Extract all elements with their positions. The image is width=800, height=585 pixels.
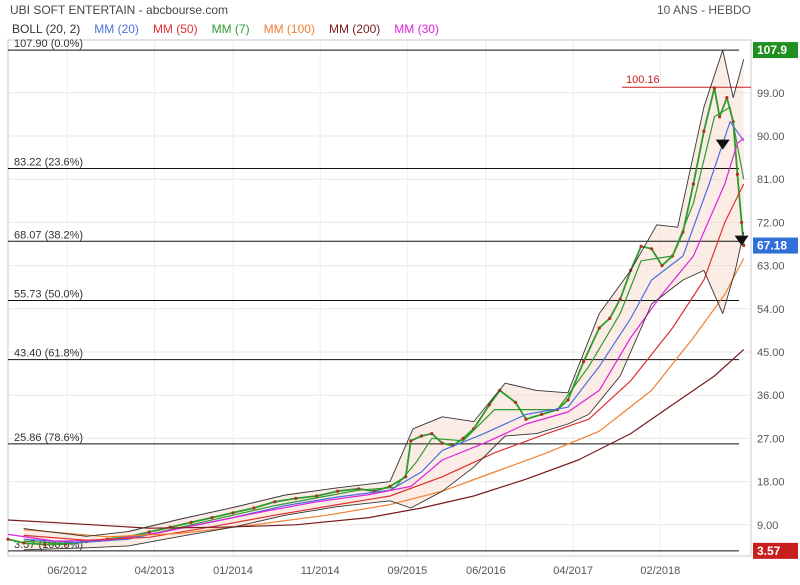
- x-tick-label: 09/2015: [388, 565, 428, 577]
- price-point: [712, 86, 717, 90]
- y-tick-label: 36.00: [757, 390, 785, 402]
- fibonacci-layer: 107.90 (0.0%) 83.22 (23.6%) 68.07 (38.2%) 5…: [8, 38, 751, 552]
- y-tick-label: 18.00: [757, 477, 785, 489]
- fib-label: 83.22 (23.6%): [14, 157, 83, 169]
- chart-title: UBI SOFT ENTERTAIN - abcbourse.com: [10, 3, 228, 17]
- period-label: 10 ANS - HEBDO: [657, 3, 751, 17]
- price-point: [22, 541, 26, 545]
- price-badge: [753, 542, 798, 559]
- grid-layer: [8, 40, 751, 556]
- y-tick-label: 45.00: [757, 347, 785, 359]
- axis-layer: 9.00 18.00 27.00 36.00 45.00 54.00 63.00 72.00 8…: [47, 88, 784, 577]
- price-point: [718, 115, 722, 119]
- price-point: [540, 412, 544, 416]
- y-tick-label: 54.00: [757, 304, 785, 316]
- series-mm-100: [23, 258, 745, 538]
- price-point: [618, 297, 622, 301]
- series-boll-20-2-sup: [23, 49, 745, 537]
- fib-label: 43.40 (61.8%): [14, 348, 83, 360]
- legend-item-mm-20: MM (20): [94, 22, 139, 36]
- series-mm-200: [7, 349, 745, 529]
- price-badge-label: 107.9: [757, 43, 787, 57]
- y-tick-label: 72.00: [757, 217, 785, 229]
- legend: BOLL (20, 2) MM (20) MM (50) MM (7) MM (100)…: [12, 22, 439, 36]
- x-tick-label: 04/2013: [135, 565, 175, 577]
- legend-item-mm-100: MM (100): [264, 22, 315, 36]
- series-layer: [6, 49, 746, 551]
- y-tick-label: 27.00: [757, 433, 785, 445]
- plot-frame: [7, 39, 752, 557]
- price-point: [650, 247, 654, 251]
- series-mm-50: [23, 183, 745, 541]
- y-tick-label: 99.00: [757, 88, 785, 100]
- series-mm-7: [23, 106, 745, 545]
- price-point: [336, 489, 340, 493]
- fib-label: 55.73 (50.0%): [14, 288, 83, 300]
- price-point: [735, 172, 740, 176]
- price-badge: [753, 42, 798, 59]
- price-point: [315, 494, 319, 498]
- x-tick-label: 02/2018: [640, 565, 680, 577]
- price-point: [147, 530, 151, 534]
- price-badge: [753, 237, 798, 254]
- price-point: [273, 500, 277, 504]
- price-point: [597, 326, 601, 330]
- x-tick-label: 06/2016: [466, 565, 506, 577]
- x-tick-label: 11/2014: [301, 565, 340, 577]
- price-point: [691, 182, 696, 186]
- legend-item-mm-7: MM (7): [212, 22, 250, 36]
- price-point: [210, 516, 214, 520]
- price-point: [702, 129, 706, 133]
- legend-item-mm-200: MM (200): [329, 22, 380, 36]
- y-tick-label: 90.00: [757, 131, 785, 143]
- price-point: [419, 434, 423, 438]
- fib-label: 107.90 (0.0%): [14, 38, 83, 50]
- down-arrow: [734, 235, 749, 246]
- legend-item-mm-50: MM (50): [153, 22, 198, 36]
- price-point: [660, 264, 664, 268]
- price-point: [639, 244, 643, 248]
- x-tick-label: 01/2014: [213, 565, 253, 577]
- y-tick-label: 81.00: [757, 174, 785, 186]
- price-point: [582, 360, 586, 364]
- price-badge-label: 3.57: [757, 544, 781, 558]
- down-arrow: [715, 139, 730, 150]
- price-point: [513, 400, 518, 404]
- series-mm-30: [7, 137, 745, 542]
- price-point: [294, 496, 298, 500]
- arrow-layer: [715, 139, 749, 246]
- price-point: [43, 542, 47, 547]
- price-point: [725, 96, 729, 100]
- legend-item-mm-30: MM (30): [394, 22, 439, 36]
- price-point: [742, 243, 746, 248]
- fib-label: 25.86 (78.6%): [14, 432, 83, 444]
- price-point: [231, 511, 235, 515]
- price-point: [189, 520, 193, 525]
- price-point: [252, 506, 256, 510]
- price-point: [440, 441, 444, 445]
- legend-item-boll-20-2: BOLL (20, 2): [12, 22, 80, 36]
- price-point: [524, 417, 528, 421]
- x-tick-label: 04/2017: [553, 565, 593, 577]
- resistance-label: 100.16: [626, 74, 660, 86]
- price-point: [608, 316, 612, 320]
- badge-layer: 107.9 67.18 3.57: [753, 42, 798, 559]
- price-point: [566, 398, 570, 402]
- y-tick-label: 9.00: [757, 520, 778, 532]
- series-boll-20-2-inf: [23, 231, 745, 551]
- x-tick-label: 06/2012: [47, 565, 87, 577]
- price-point: [740, 220, 744, 224]
- price-badge-label: 67.18: [757, 239, 787, 253]
- price-point: [409, 439, 413, 443]
- fib-label: 68.07 (38.2%): [14, 229, 83, 241]
- y-tick-label: 63.00: [757, 261, 785, 273]
- price-point: [430, 432, 434, 436]
- price-point: [6, 537, 10, 541]
